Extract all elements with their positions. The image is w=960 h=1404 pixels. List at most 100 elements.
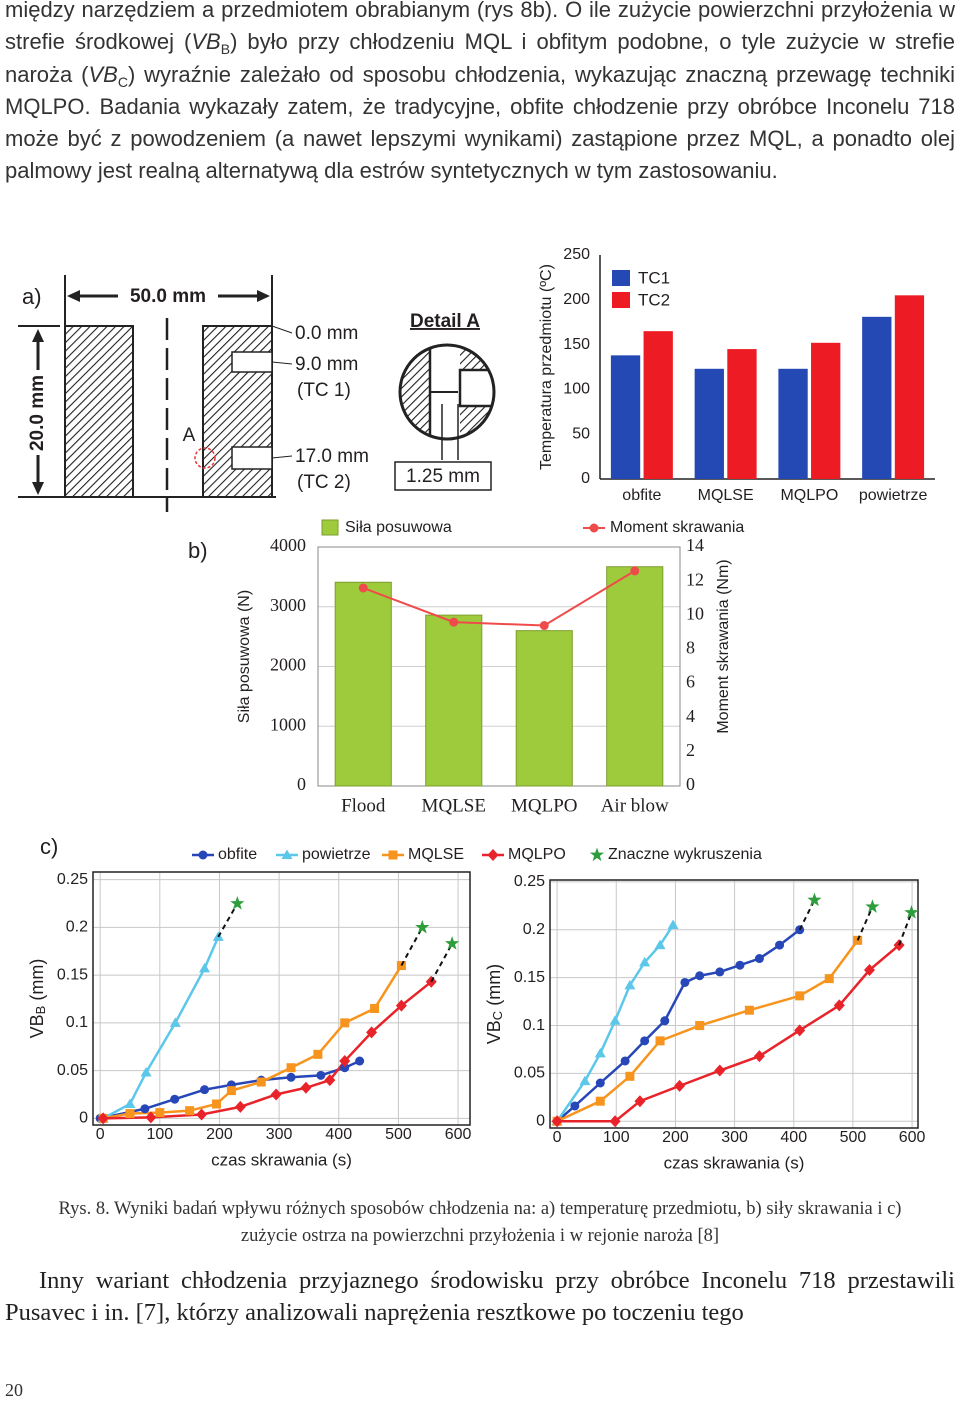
panel-label: c) xyxy=(40,834,58,859)
line xyxy=(557,944,900,1123)
marker xyxy=(660,1016,670,1026)
arrow-head xyxy=(32,482,44,495)
marker xyxy=(97,1112,109,1125)
line xyxy=(99,1059,361,1120)
axis-title: Moment skrawania (Nm) xyxy=(715,559,732,733)
y-tick-label: 150 xyxy=(563,336,590,353)
marker xyxy=(667,919,679,930)
dim-label: 0.0 mm xyxy=(295,323,358,344)
legend-label: Znaczne wykruszenia xyxy=(608,846,762,863)
x-tick-label: 600 xyxy=(899,1129,926,1146)
x-tick-label: MQLSE xyxy=(698,487,754,504)
x-tick-label: MQLPO xyxy=(780,487,838,504)
axis-title: VBB (mm) xyxy=(27,959,49,1039)
marker xyxy=(579,1075,591,1086)
marker xyxy=(735,960,745,970)
marker xyxy=(714,1064,726,1077)
y-tick-label: 250 xyxy=(563,246,590,263)
marker xyxy=(715,967,725,977)
axis-title-part: C xyxy=(490,1011,505,1020)
x-tick-label: 400 xyxy=(780,1129,807,1146)
y-tick-label: 0 xyxy=(297,774,306,794)
legend-label: MQLPO xyxy=(508,846,566,863)
panel-a: a) 50.0 mm 20.0 mm 0.0 mm 9.0 mm (TC 1) … xyxy=(18,275,496,512)
x-tick-label: 400 xyxy=(325,1126,352,1143)
y2-tick-label: 8 xyxy=(686,638,695,658)
marker xyxy=(185,1106,195,1116)
marker xyxy=(395,999,407,1012)
marker xyxy=(609,1015,621,1025)
legend-label: powietrze xyxy=(302,846,371,863)
y-tick-label: 3000 xyxy=(270,595,306,615)
line xyxy=(103,980,433,1120)
x-tick-label: 100 xyxy=(603,1129,630,1146)
marker xyxy=(226,1086,236,1096)
bar xyxy=(643,331,673,479)
marker xyxy=(313,1049,323,1059)
line xyxy=(102,964,403,1120)
marker xyxy=(680,977,690,987)
marker xyxy=(904,905,919,919)
text: ) wyraźnie zależało od sposobu chłodzeni… xyxy=(5,61,955,184)
marker xyxy=(620,1056,630,1066)
marker xyxy=(155,1108,165,1118)
line xyxy=(362,570,636,627)
marker xyxy=(624,979,636,990)
gap xyxy=(430,345,460,439)
marker xyxy=(570,1101,580,1111)
arrow-head xyxy=(257,290,270,302)
axis-title-part: (mm) xyxy=(27,959,47,1006)
x-tick-label: Flood xyxy=(341,795,386,816)
y-tick-label: 0.05 xyxy=(514,1065,545,1082)
x-tick-label: MQLPO xyxy=(511,795,578,816)
marker xyxy=(196,1108,208,1121)
y2-tick-label: 2 xyxy=(686,740,695,760)
marker xyxy=(807,892,822,907)
x-tick-label: MQLSE xyxy=(422,795,486,816)
y-tick-label: 4000 xyxy=(270,535,306,555)
marker xyxy=(198,850,208,860)
x-tick-label: 600 xyxy=(445,1126,472,1143)
marker xyxy=(140,1066,152,1077)
marker xyxy=(655,1036,665,1046)
marker xyxy=(170,1094,180,1104)
y2-tick-label: 10 xyxy=(686,603,704,623)
breakage-link xyxy=(898,912,913,946)
marker xyxy=(281,849,293,859)
arrow-head xyxy=(67,290,80,302)
x-tick-label: 0 xyxy=(96,1126,105,1143)
y-tick-label: 100 xyxy=(563,381,590,398)
y-tick-label: 0 xyxy=(536,1113,545,1130)
marker xyxy=(609,1115,621,1128)
bar xyxy=(862,316,892,479)
x-tick-label: 200 xyxy=(206,1126,233,1143)
marker xyxy=(595,1078,605,1088)
marker xyxy=(654,939,666,950)
page-number: 20 xyxy=(5,1380,23,1400)
marker xyxy=(630,566,640,576)
axis-title-part: B xyxy=(33,1006,48,1015)
bar xyxy=(610,355,641,479)
x-tick-label: Air blow xyxy=(601,795,669,816)
marker xyxy=(230,896,245,910)
y2-tick-label: 0 xyxy=(686,774,695,794)
axis-title: Siła posuwowa (N) xyxy=(236,590,253,723)
y-tick-label: 0 xyxy=(79,1110,88,1127)
legend-swatch xyxy=(321,519,339,536)
bar xyxy=(694,368,724,479)
y-tick-label: 0.05 xyxy=(57,1062,88,1079)
breakage-link xyxy=(217,903,239,938)
marker xyxy=(340,1063,350,1073)
y-tick-label: 50 xyxy=(572,425,590,442)
bar xyxy=(811,342,841,479)
marker xyxy=(125,1109,135,1119)
legend-label: obfite xyxy=(218,846,257,863)
x-tick-label: powietrze xyxy=(859,487,928,504)
marker xyxy=(199,962,211,973)
dim-label: 17.0 mm xyxy=(295,446,369,467)
panel-label: b) xyxy=(188,538,208,563)
marker xyxy=(594,1047,606,1058)
marker xyxy=(551,1115,563,1128)
legend-label: Moment skrawania xyxy=(610,519,744,536)
